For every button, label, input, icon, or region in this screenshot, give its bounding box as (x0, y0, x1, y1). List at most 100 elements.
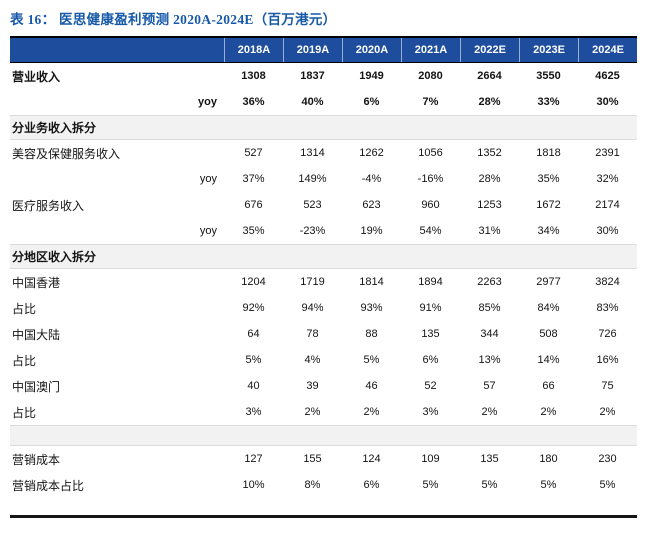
row-label: 营销成本 (12, 452, 61, 467)
year-header: 2020A (342, 38, 401, 62)
row-label: 分地区收入拆分 (12, 250, 97, 264)
row-value: 35% (537, 173, 560, 185)
row-label: 营业收入 (12, 69, 61, 84)
row-value: 14% (537, 354, 560, 366)
row-value: 1352 (477, 147, 502, 159)
row-label: 占比 (12, 301, 37, 316)
row-value: 92% (242, 302, 265, 314)
year-header: 2018A (224, 38, 283, 62)
row-value: 10% (242, 479, 265, 491)
row-value: 2% (304, 406, 321, 418)
row-value: 1719 (300, 276, 325, 288)
row-value: 676 (244, 199, 263, 211)
row-value: 135 (421, 328, 440, 340)
row-value: 8% (304, 479, 321, 491)
year-header: 2019A (283, 38, 342, 62)
row-value: 1894 (418, 276, 443, 288)
row-value: 3824 (595, 276, 620, 288)
row-value: 54% (419, 225, 442, 237)
row-value: 64 (247, 328, 260, 340)
table-row: 美容及保健服务收入 527 1314 1262 1056 1352 1818 2… (10, 140, 637, 166)
table-row: yoy 36% 40% 6% 7% 28% 33% 30% (10, 89, 637, 115)
row-value: 6% (363, 479, 380, 491)
row-value: 344 (480, 328, 499, 340)
row-value: 31% (478, 225, 501, 237)
row-value: 36% (242, 96, 265, 108)
table-row: 占比 3% 2% 2% 3% 2% 2% 2% (10, 399, 637, 425)
row-value: -23% (299, 225, 326, 237)
row-value: 135 (480, 453, 499, 465)
row-value: 78 (306, 328, 319, 340)
row-value: 230 (598, 453, 617, 465)
row-value: -4% (361, 173, 382, 185)
row-value: 3% (422, 406, 439, 418)
row-label: 营销成本占比 (12, 478, 85, 493)
row-value: 4625 (595, 70, 620, 82)
row-value: 83% (596, 302, 619, 314)
table-body: 营业收入 1308 1837 1949 2080 2664 3550 4625 … (10, 63, 637, 498)
table-row: 营业收入 1308 1837 1949 2080 2664 3550 4625 (10, 63, 637, 89)
table-row: 分业务收入拆分 (10, 115, 637, 140)
row-value: 85% (478, 302, 501, 314)
row-value: 1056 (418, 147, 443, 159)
row-value: 57 (483, 380, 496, 392)
row-label: 美容及保健服务收入 (12, 146, 121, 161)
row-sublabel: yoy (198, 96, 217, 108)
table-row: 占比 5% 4% 5% 6% 13% 14% 16% (10, 347, 637, 373)
row-value: 35% (242, 225, 265, 237)
row-value: 155 (303, 453, 322, 465)
table-header-row: 2018A 2019A 2020A 2021A 2022E 2023E 2024… (10, 36, 637, 63)
row-value: 3% (245, 406, 262, 418)
row-value: 1204 (241, 276, 266, 288)
row-value: 5% (245, 354, 262, 366)
row-value: 2391 (595, 147, 620, 159)
row-value: 527 (244, 147, 263, 159)
row-value: 91% (419, 302, 442, 314)
row-value: 40 (247, 380, 260, 392)
row-label: 中国澳门 (12, 379, 61, 394)
row-value: 1308 (241, 70, 266, 82)
row-value: 523 (303, 199, 322, 211)
row-value: 1818 (536, 147, 561, 159)
year-header: 2021A (401, 38, 460, 62)
row-value: 1253 (477, 199, 502, 211)
row-sublabel: yoy (199, 225, 217, 237)
row-value: 13% (478, 354, 501, 366)
row-value: 508 (539, 328, 558, 340)
row-value: 88 (365, 328, 378, 340)
row-value: 39 (306, 380, 319, 392)
table-row: 中国大陆 64 78 88 135 344 508 726 (10, 321, 637, 347)
row-label: 中国香港 (12, 275, 61, 290)
row-value: 30% (596, 225, 619, 237)
row-value: 33% (537, 96, 560, 108)
row-value: 127 (244, 453, 263, 465)
row-value: 109 (421, 453, 440, 465)
row-value: 1262 (359, 147, 384, 159)
row-value: 52 (424, 380, 437, 392)
year-header: 2022E (460, 38, 519, 62)
row-value: 2977 (536, 276, 561, 288)
row-value: 28% (478, 96, 501, 108)
row-value: 28% (478, 173, 501, 185)
table-row (10, 425, 637, 446)
row-value: 180 (539, 453, 558, 465)
row-value: 1949 (359, 70, 384, 82)
table-title: 表 16： 医思健康盈利预测 2020A-2024E（百万港元） (10, 12, 337, 27)
row-value: 2% (540, 406, 557, 418)
row-label: 占比 (12, 353, 37, 368)
row-value: 75 (601, 380, 614, 392)
row-value: 6% (422, 354, 439, 366)
row-value: 726 (598, 328, 617, 340)
row-value: 5% (481, 479, 498, 491)
row-value: 2% (481, 406, 498, 418)
row-value: 5% (363, 354, 380, 366)
row-value: 2% (599, 406, 616, 418)
row-value: 1814 (359, 276, 384, 288)
year-header: 2023E (519, 38, 578, 62)
table-bottom-rule (10, 515, 637, 518)
row-value: 149% (298, 173, 327, 185)
table-row: 营销成本 127 155 124 109 135 180 230 (10, 446, 637, 472)
bottom-gap (10, 498, 637, 515)
row-value: 93% (360, 302, 383, 314)
